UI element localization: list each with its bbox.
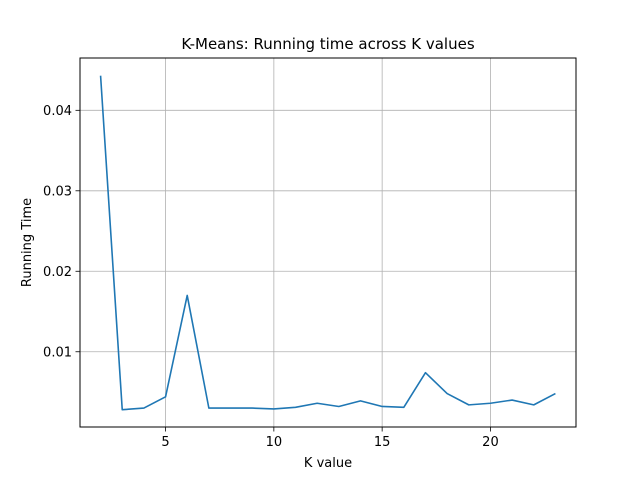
y-axis-label: Running Time bbox=[20, 198, 35, 287]
x-tick-label: 15 bbox=[374, 435, 391, 450]
y-tick-label: 0.02 bbox=[43, 265, 72, 280]
grid bbox=[80, 58, 576, 427]
y-tick-label: 0.04 bbox=[43, 104, 72, 119]
x-tick-label: 10 bbox=[266, 435, 283, 450]
y-tick-label: 0.03 bbox=[43, 184, 72, 199]
x-axis: 5 10 15 20 bbox=[161, 427, 499, 450]
plot-area bbox=[80, 58, 576, 427]
x-tick-label: 5 bbox=[161, 435, 169, 450]
y-axis: 0.01 0.02 0.03 0.04 bbox=[43, 104, 80, 360]
x-tick-label: 20 bbox=[482, 435, 499, 450]
x-axis-label: K value bbox=[304, 456, 352, 471]
y-tick-label: 0.01 bbox=[43, 345, 72, 360]
series-line bbox=[99, 75, 556, 411]
plot-frame bbox=[79, 57, 577, 428]
chart-title: K-Means: Running time across K values bbox=[181, 35, 474, 53]
series-layer bbox=[99, 75, 556, 411]
